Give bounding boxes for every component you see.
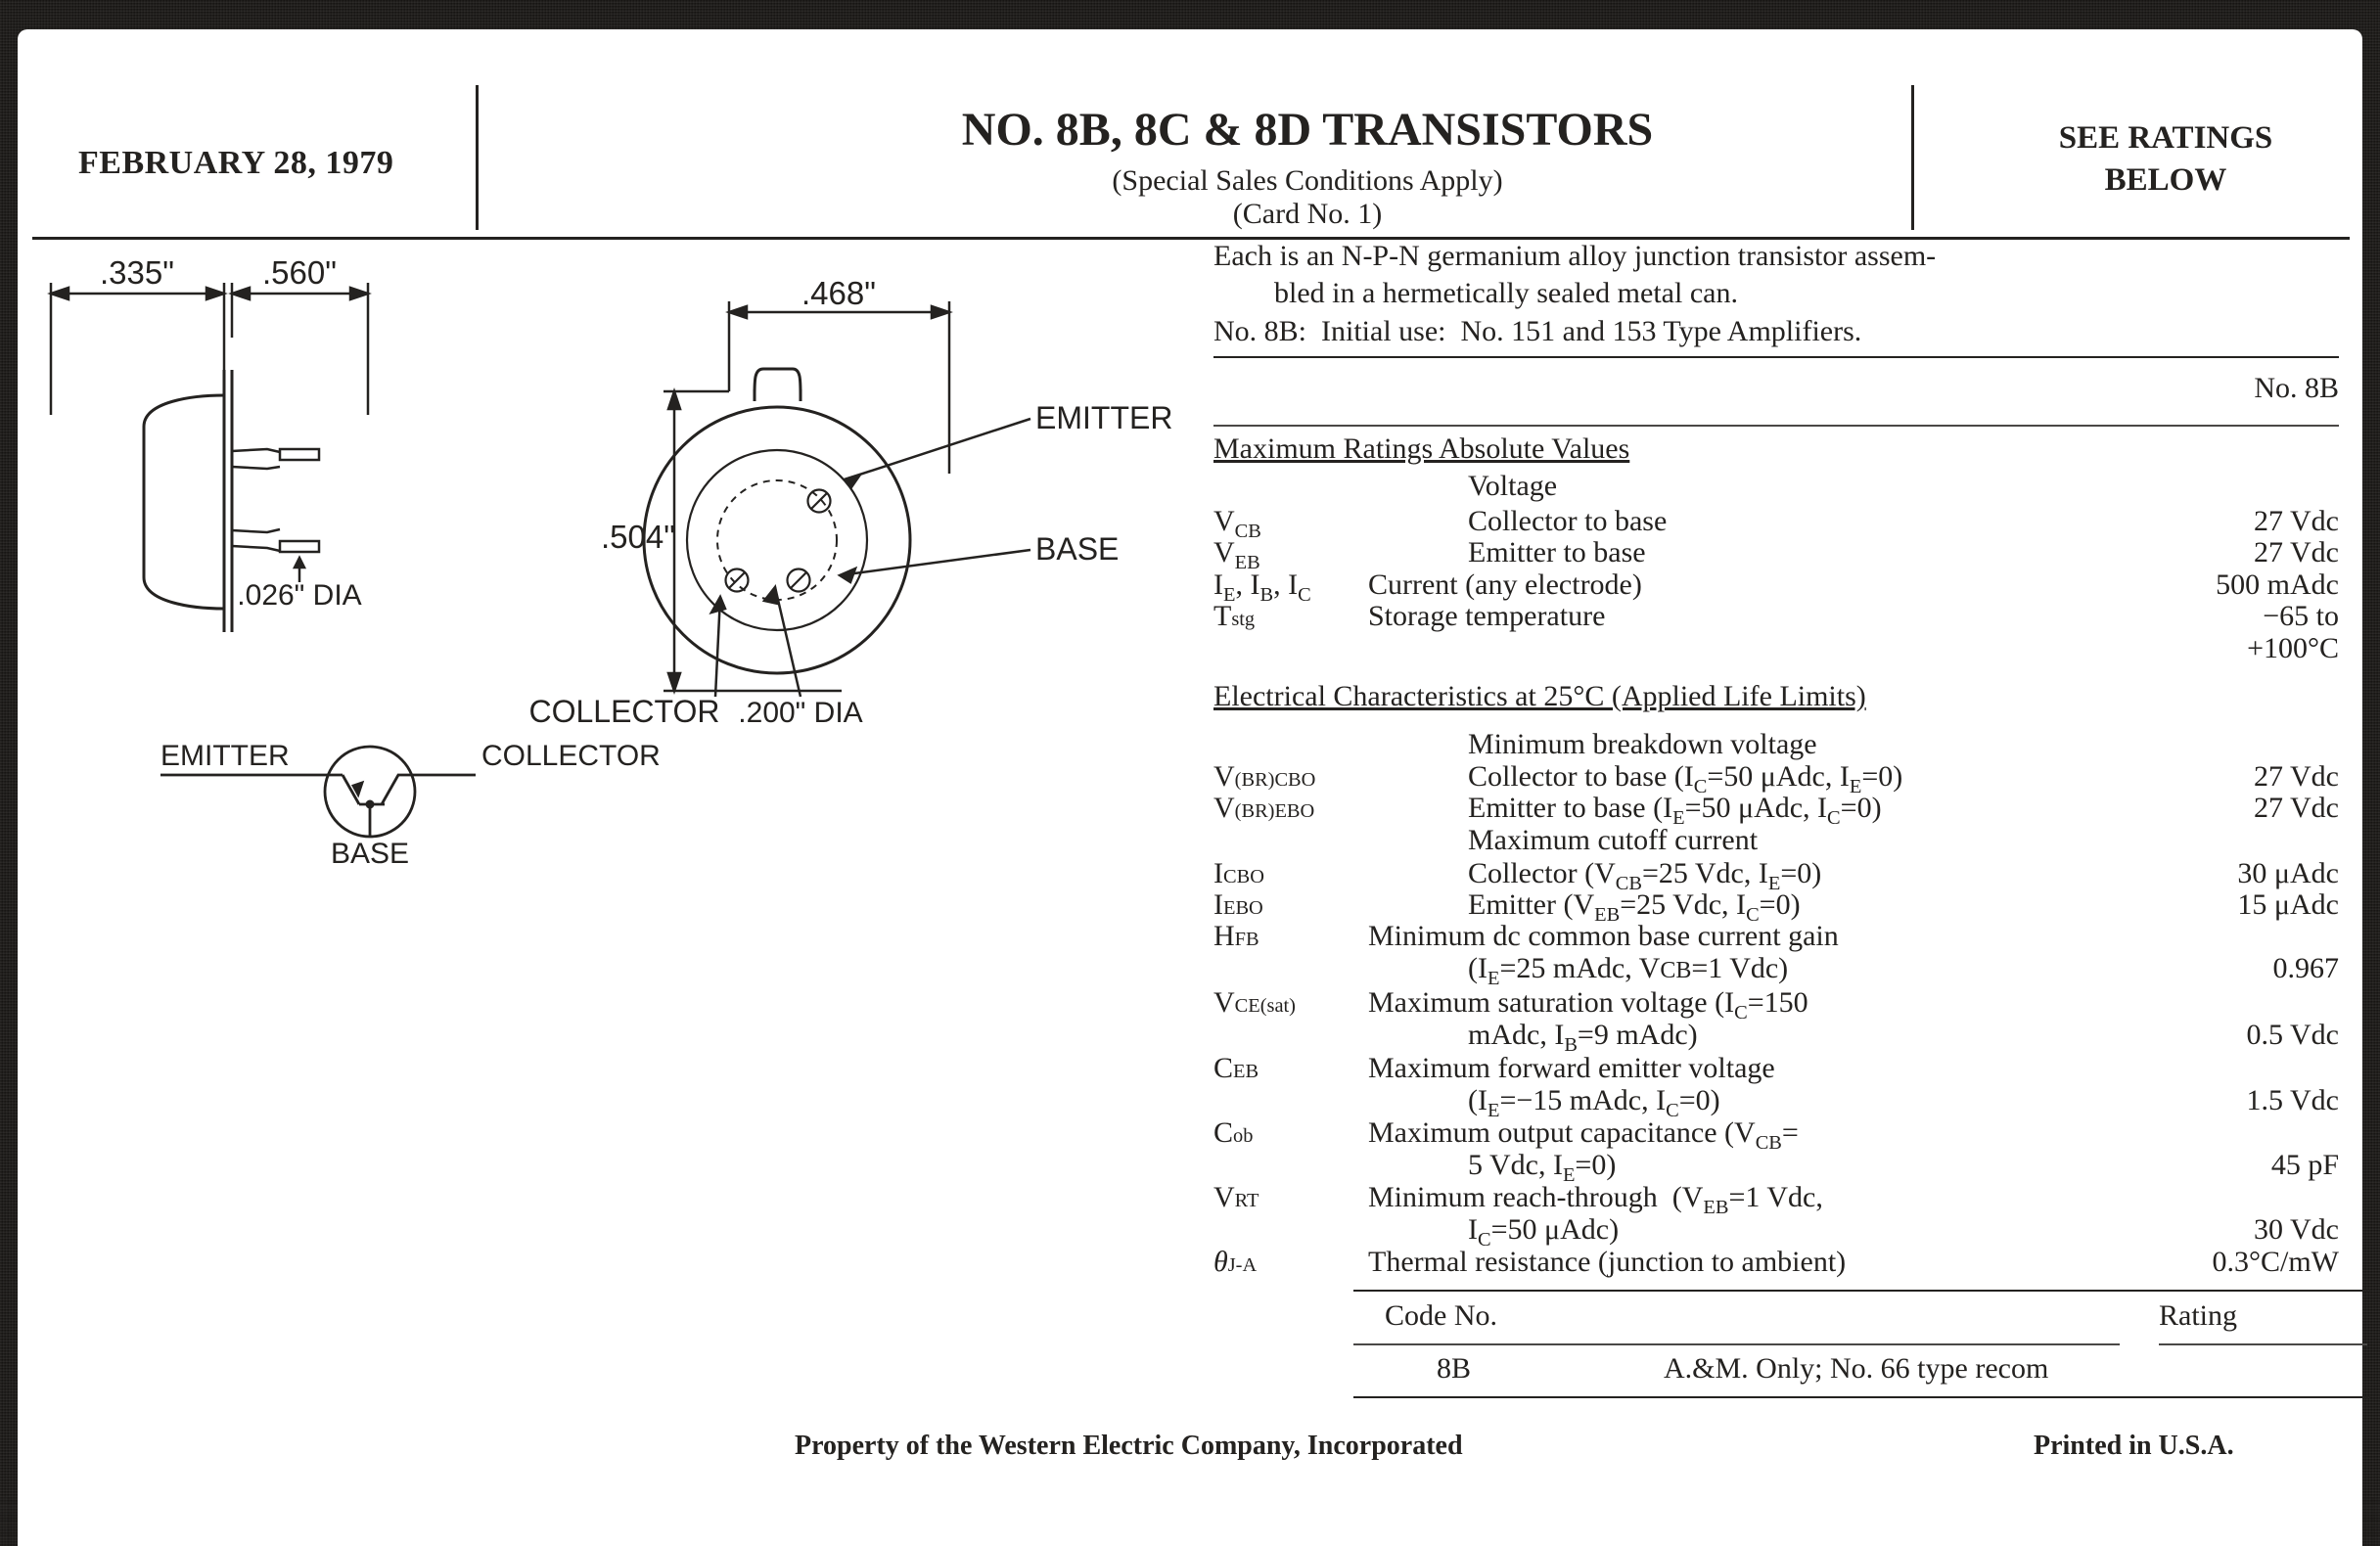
- svg-text:BASE: BASE: [1035, 531, 1119, 567]
- svg-text:BASE: BASE: [331, 838, 409, 870]
- svg-text:.026" DIA: .026" DIA: [237, 579, 361, 612]
- svg-text:EMITTER: EMITTER: [1035, 400, 1172, 435]
- svg-text:.335": .335": [100, 254, 174, 291]
- svg-text:.468": .468": [801, 275, 876, 311]
- svg-text:.200" DIA: .200" DIA: [738, 697, 862, 724]
- svg-text:.560": .560": [262, 254, 337, 291]
- svg-text:EMITTER: EMITTER: [160, 744, 290, 772]
- svg-text:.504": .504": [601, 519, 675, 555]
- svg-text:COLLECTOR: COLLECTOR: [481, 744, 661, 772]
- svg-text:COLLECTOR: COLLECTOR: [528, 694, 719, 724]
